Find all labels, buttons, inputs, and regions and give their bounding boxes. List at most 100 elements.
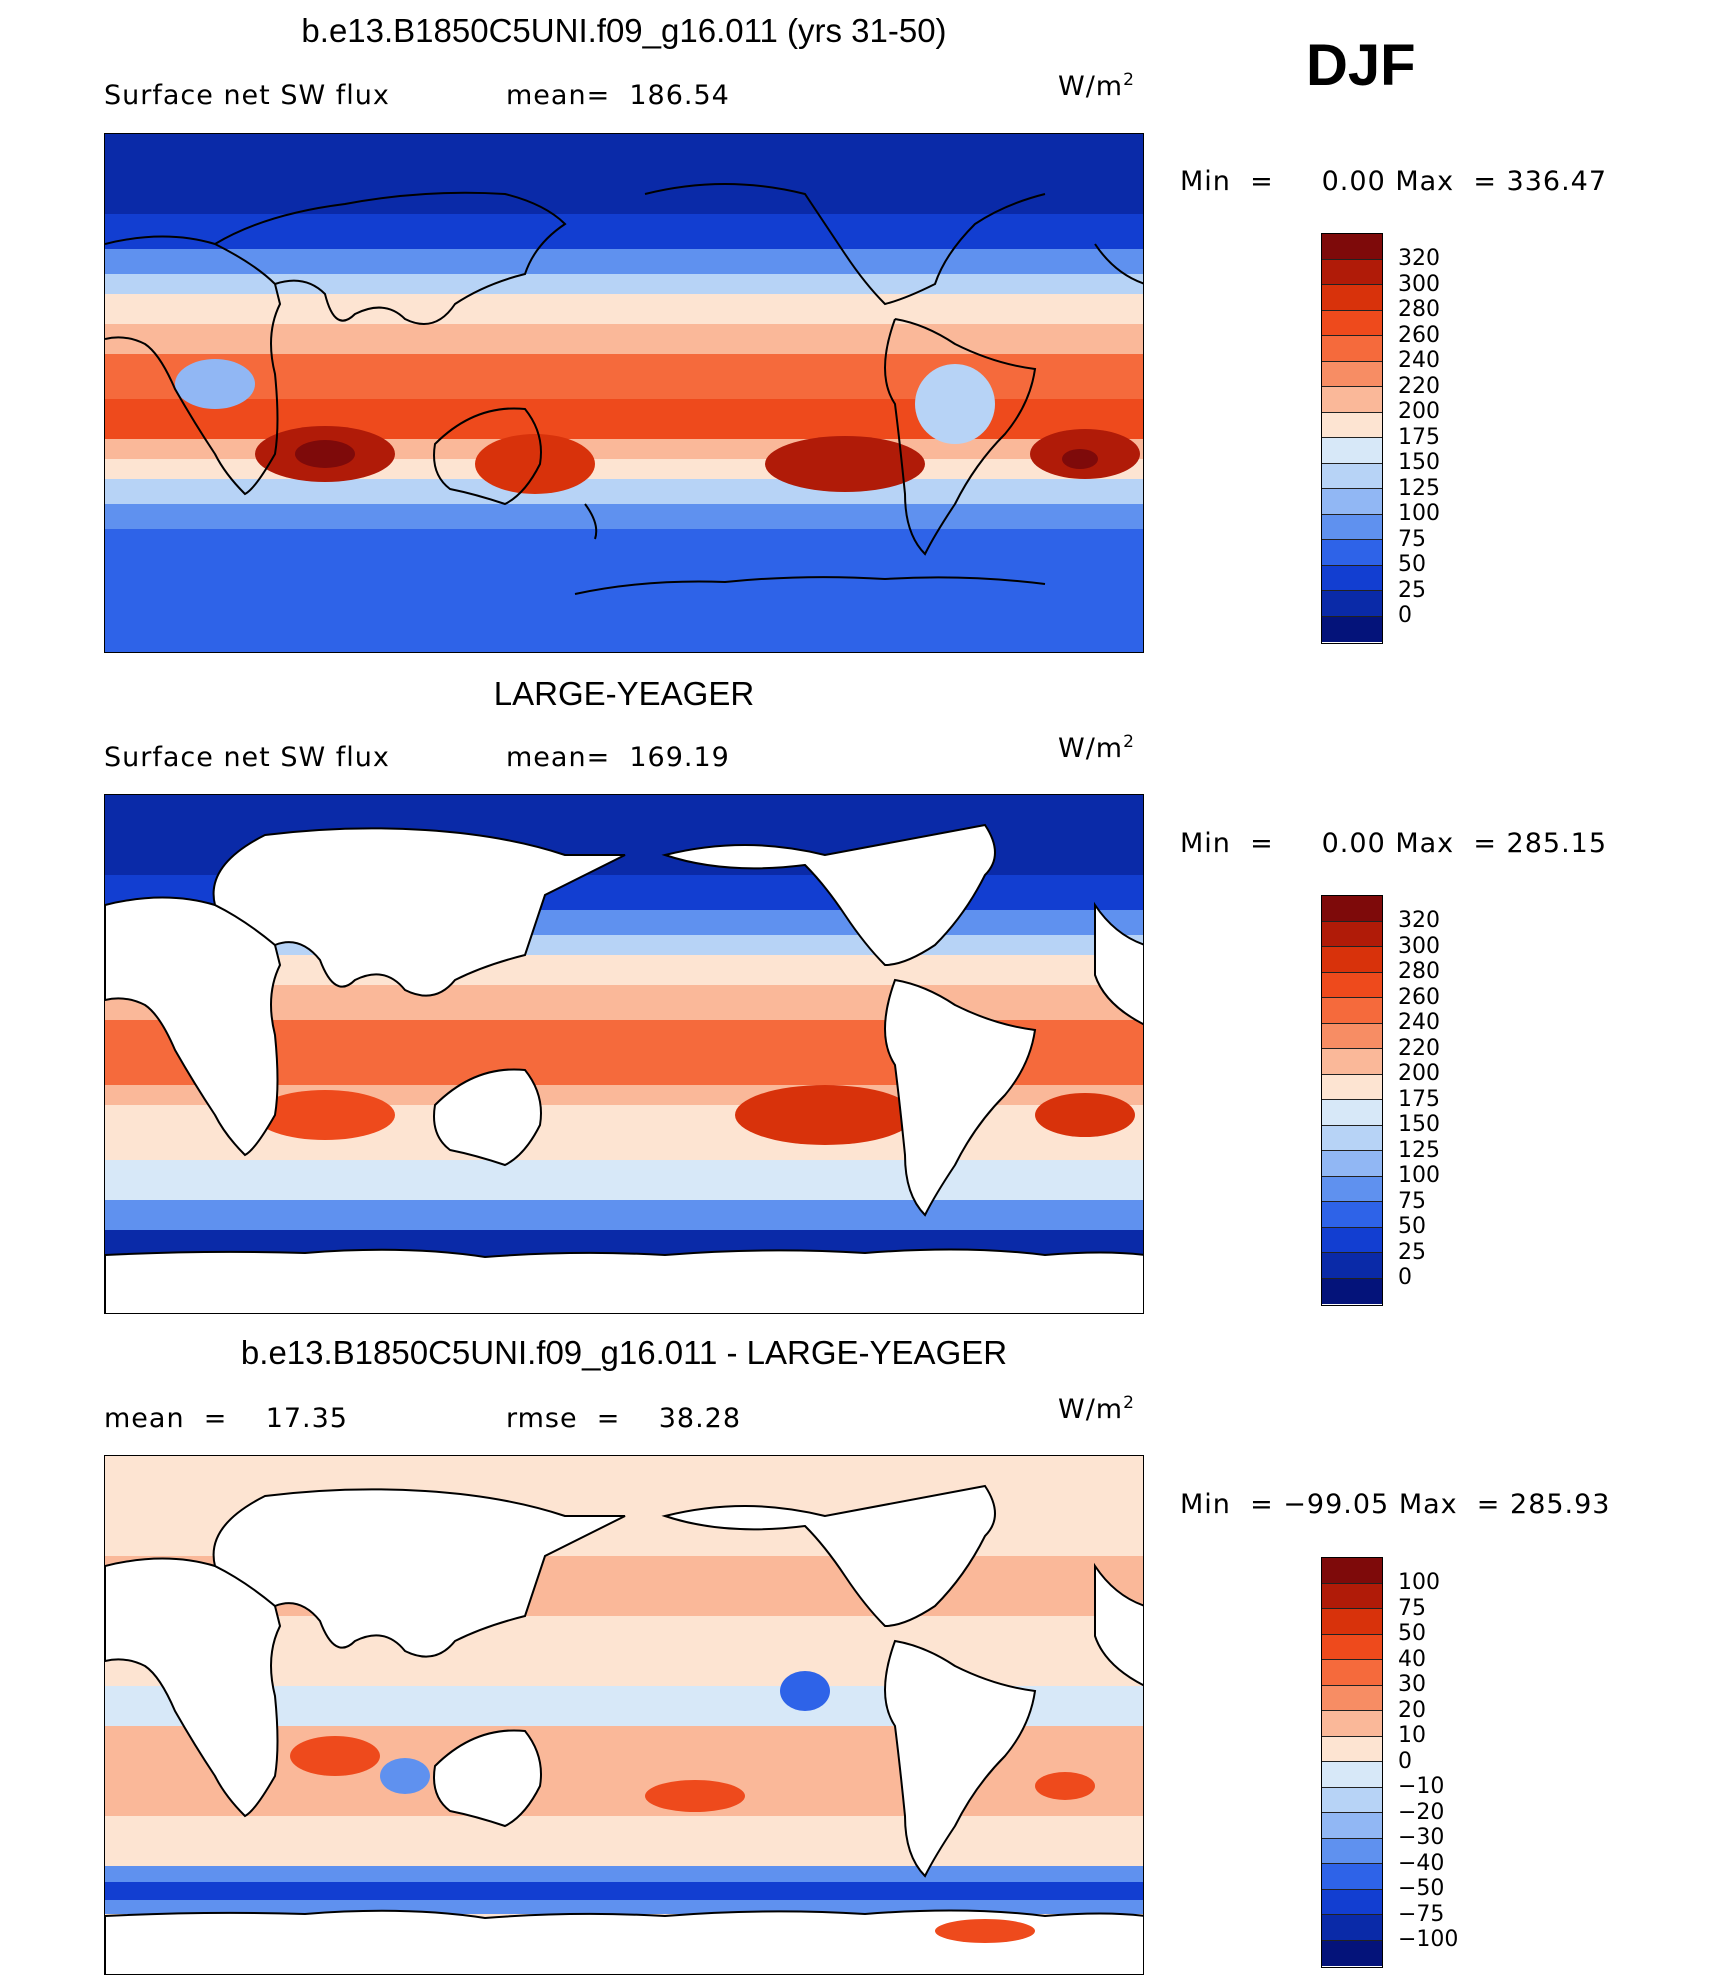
coastlines (105, 183, 1143, 595)
panel-3-colorbar (1321, 1557, 1383, 1968)
colorbar-swatch (1322, 1583, 1382, 1609)
colorbar-label: 280 (1398, 297, 1440, 322)
colorbar-swatch (1322, 1660, 1382, 1686)
season-label: DJF (1306, 33, 1416, 98)
colorbar-swatch (1322, 1915, 1382, 1941)
panel-1-colorbar-labels: 320 300 280 260 240 220 200 175 150 125 … (1398, 246, 1440, 629)
panel-2-colorbar (1321, 895, 1383, 1306)
north-america-coast (644, 183, 1046, 306)
colorbar-label: 50 (1398, 1214, 1426, 1239)
eurasia-land (212, 827, 626, 997)
amazon-field (915, 364, 995, 444)
band-mid-north (105, 214, 1143, 254)
colorbar-swatch (1322, 616, 1382, 642)
colorbar-label: 40 (1398, 1646, 1426, 1672)
colorbar-swatch (1322, 1838, 1382, 1864)
colorbar-swatch (1322, 1889, 1382, 1915)
colorbar-swatch (1322, 1151, 1382, 1177)
colorbar-label: −50 (1398, 1876, 1445, 1901)
panel-2-map-svg (105, 795, 1143, 1313)
anomaly-pacific (645, 1780, 745, 1812)
colorbar-label: 0 (1398, 1265, 1412, 1290)
band-north-3 (105, 294, 1143, 329)
colorbar-swatch (1322, 1736, 1382, 1762)
colorbar-label: 220 (1398, 373, 1440, 399)
colorbar-label: 150 (1398, 450, 1440, 475)
colorbar-label: 200 (1398, 1061, 1440, 1086)
colorbar-swatch (1322, 1023, 1382, 1049)
south-america-coast (884, 318, 1037, 556)
colorbar-label: −75 (1398, 1901, 1445, 1927)
band-south-2 (105, 1816, 1143, 1846)
panel-2-units: W/m2 (1058, 732, 1135, 764)
colorbar-swatch (1322, 998, 1382, 1024)
colorbar-label: 100 (1398, 1163, 1440, 1188)
colorbar-swatch (1322, 540, 1382, 566)
south-america-land (884, 978, 1037, 1217)
colorbar-label: −20 (1398, 1799, 1445, 1825)
colorbar-label: 260 (1398, 322, 1440, 348)
colorbar-swatch (1322, 259, 1382, 285)
europe-land (1094, 1562, 1143, 1687)
panel-3-map-svg (105, 1456, 1143, 1974)
colorbar-swatch (1322, 1049, 1382, 1075)
colorbar-swatch (1322, 285, 1382, 311)
colorbar-swatch (1322, 514, 1382, 540)
colorbar-label: 320 (1398, 246, 1440, 271)
colorbar-swatch (1322, 1634, 1382, 1660)
colorbar-swatch (1322, 1227, 1382, 1253)
colorbar-label: 50 (1398, 1621, 1426, 1646)
antarctica-land (105, 1248, 1143, 1313)
australia-coast (433, 407, 542, 506)
band-antarctic-1 (105, 1866, 1143, 1884)
panel-2-title: LARGE-YEAGER (493, 675, 755, 712)
australia-field (475, 434, 595, 494)
colorbar-swatch (1322, 1253, 1382, 1279)
colorbar-label: 200 (1398, 399, 1440, 424)
colorbar-label: 50 (1398, 552, 1426, 577)
colorbar-label: 175 (1398, 1086, 1440, 1112)
colorbar-swatch (1322, 1558, 1382, 1584)
colorbar-label: 20 (1398, 1697, 1426, 1723)
band-south-4 (105, 1200, 1143, 1230)
colorbar-label: 100 (1398, 1570, 1440, 1595)
south-america-land (884, 1639, 1037, 1878)
colorbar-swatch (1322, 1125, 1382, 1151)
colorbar-swatch (1322, 1864, 1382, 1890)
colorbar-label: 280 (1398, 959, 1440, 984)
panel-3-colorbar-labels: 100 75 50 40 30 20 10 0 −10 −20 −30 −40 … (1398, 1570, 1458, 1953)
colorbar-label: 75 (1398, 1188, 1426, 1214)
colorbar-label: 100 (1398, 501, 1440, 526)
colorbar-swatch (1322, 1940, 1382, 1966)
anomaly-atlantic (1035, 1772, 1095, 1800)
eurasia-land (212, 1488, 626, 1658)
colorbar-label: 125 (1398, 1137, 1440, 1163)
colorbar-swatch (1322, 1202, 1382, 1228)
hotspot-pacific (735, 1085, 915, 1145)
hotspot-indian (255, 1090, 395, 1140)
panel-2-colorbar-labels: 320 300 280 260 240 220 200 175 150 125 … (1398, 908, 1440, 1291)
colorbar-swatch (1322, 1074, 1382, 1100)
colorbar-swatch (1322, 234, 1382, 260)
panel-1-variable-label: Surface net SW flux (104, 80, 390, 111)
colorbar-swatch (1322, 921, 1382, 947)
colorbar-label: −10 (1398, 1774, 1445, 1799)
colorbar-swatch (1322, 412, 1382, 438)
colorbar-swatch (1322, 463, 1382, 489)
colorbar-label: 10 (1398, 1723, 1426, 1748)
colorbar-swatch (1322, 591, 1382, 617)
colorbar-swatch (1322, 1278, 1382, 1304)
north-america-land (661, 823, 996, 967)
colorbar-swatch (1322, 1711, 1382, 1737)
colorbar-swatch (1322, 972, 1382, 998)
panel-3-rmse-label: rmse = 38.28 (506, 1403, 742, 1434)
colorbar-swatch (1322, 1813, 1382, 1839)
panel-1-title: b.e13.B1850C5UNI.f09_g16.011 (yrs 31-50) (301, 12, 947, 49)
europe-land (1094, 901, 1143, 1026)
colorbar-label: 240 (1398, 1010, 1440, 1035)
colorbar-label: 0 (1398, 603, 1412, 628)
colorbar-swatch (1322, 896, 1382, 922)
hotspot-pacific (765, 436, 925, 492)
colorbar-label: 260 (1398, 984, 1440, 1010)
eurasia-coast (214, 191, 567, 325)
